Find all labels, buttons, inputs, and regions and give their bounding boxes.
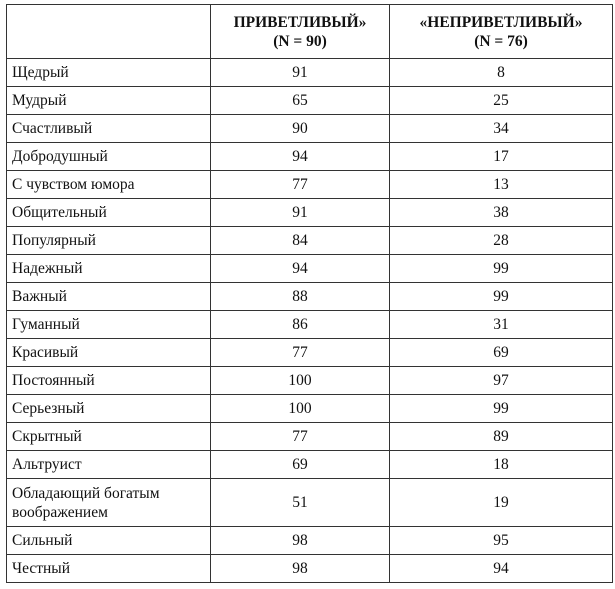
row-label: Популярный xyxy=(6,226,211,255)
cell-value: 65 xyxy=(210,86,390,115)
cell-value: 100 xyxy=(210,394,390,423)
cell-value: 99 xyxy=(389,254,613,283)
row-label: Счастливый xyxy=(6,114,211,143)
cell-value: 19 xyxy=(389,478,613,527)
table-row: Обладающий богатым воображением 51 19 xyxy=(6,478,613,527)
table-row: Сильный 98 95 xyxy=(6,526,613,555)
table-row: Добродушный 94 17 xyxy=(6,142,613,171)
row-label: Обладающий богатым воображением xyxy=(6,478,211,527)
header-empty xyxy=(6,4,211,59)
row-label: Красивый xyxy=(6,338,211,367)
cell-value: 99 xyxy=(389,282,613,311)
header-subtitle: (N = 90) xyxy=(273,32,327,50)
row-label: Добродушный xyxy=(6,142,211,171)
table-row: Альтруист 69 18 xyxy=(6,450,613,479)
header-cell: «НЕПРИВЕТЛИВЫЙ» (N = 76) xyxy=(389,4,613,59)
table-row: Надежный 94 99 xyxy=(6,254,613,283)
row-label: Альтруист xyxy=(6,450,211,479)
row-label: С чувством юмора xyxy=(6,170,211,199)
cell-value: 77 xyxy=(210,170,390,199)
table-row: Скрытный 77 89 xyxy=(6,422,613,451)
table-row: С чувством юмора 77 13 xyxy=(6,170,613,199)
table-row: Красивый 77 69 xyxy=(6,338,613,367)
table-row: Честный 98 94 xyxy=(6,554,613,583)
cell-value: 98 xyxy=(210,526,390,555)
table-row: Популярный 84 28 xyxy=(6,226,613,255)
cell-value: 94 xyxy=(210,254,390,283)
header-cell: ПРИВЕТЛИВЫЙ» (N = 90) xyxy=(210,4,390,59)
cell-value: 69 xyxy=(210,450,390,479)
table-row: Важный 88 99 xyxy=(6,282,613,311)
cell-value: 91 xyxy=(210,58,390,87)
cell-value: 51 xyxy=(210,478,390,527)
cell-value: 77 xyxy=(210,422,390,451)
header-title: ПРИВЕТЛИВЫЙ» xyxy=(233,13,367,31)
row-label: Сильный xyxy=(6,526,211,555)
cell-value: 89 xyxy=(389,422,613,451)
cell-value: 97 xyxy=(389,366,613,395)
table-body: Щедрый 91 8 Мудрый 65 25 Счастливый 90 34 Доброду… xyxy=(6,58,613,583)
row-label: Скрытный xyxy=(6,422,211,451)
cell-value: 88 xyxy=(210,282,390,311)
table-row: Щедрый 91 8 xyxy=(6,58,613,87)
cell-value: 25 xyxy=(389,86,613,115)
cell-value: 94 xyxy=(389,554,613,583)
header-subtitle: (N = 76) xyxy=(474,32,528,50)
cell-value: 86 xyxy=(210,310,390,339)
row-label: Постоянный xyxy=(6,366,211,395)
cell-value: 18 xyxy=(389,450,613,479)
cell-value: 98 xyxy=(210,554,390,583)
cell-value: 77 xyxy=(210,338,390,367)
row-label: Щедрый xyxy=(6,58,211,87)
row-label: Гуманный xyxy=(6,310,211,339)
cell-value: 38 xyxy=(389,198,613,227)
cell-value: 95 xyxy=(389,526,613,555)
cell-value: 84 xyxy=(210,226,390,255)
cell-value: 17 xyxy=(389,142,613,171)
cell-value: 94 xyxy=(210,142,390,171)
table-row: Серьезный 100 99 xyxy=(6,394,613,423)
table-row: Мудрый 65 25 xyxy=(6,86,613,115)
table-row: Общительный 91 38 xyxy=(6,198,613,227)
table-row: Гуманный 86 31 xyxy=(6,310,613,339)
cell-value: 90 xyxy=(210,114,390,143)
row-label: Мудрый xyxy=(6,86,211,115)
header-row: ПРИВЕТЛИВЫЙ» (N = 90) «НЕПРИВЕТЛИВЫЙ» (N… xyxy=(6,4,613,59)
cell-value: 91 xyxy=(210,198,390,227)
cell-value: 69 xyxy=(389,338,613,367)
table-row: Постоянный 100 97 xyxy=(6,366,613,395)
cell-value: 99 xyxy=(389,394,613,423)
row-label: Надежный xyxy=(6,254,211,283)
cell-value: 28 xyxy=(389,226,613,255)
row-label: Честный xyxy=(6,554,211,583)
row-label: Важный xyxy=(6,282,211,311)
cell-value: 8 xyxy=(389,58,613,87)
cell-value: 31 xyxy=(389,310,613,339)
table-row: Счастливый 90 34 xyxy=(6,114,613,143)
cell-value: 100 xyxy=(210,366,390,395)
row-label: Общительный xyxy=(6,198,211,227)
data-table: ПРИВЕТЛИВЫЙ» (N = 90) «НЕПРИВЕТЛИВЫЙ» (N… xyxy=(6,4,613,583)
header-title: «НЕПРИВЕТЛИВЫЙ» xyxy=(419,13,583,31)
cell-value: 34 xyxy=(389,114,613,143)
row-label: Серьезный xyxy=(6,394,211,423)
cell-value: 13 xyxy=(389,170,613,199)
